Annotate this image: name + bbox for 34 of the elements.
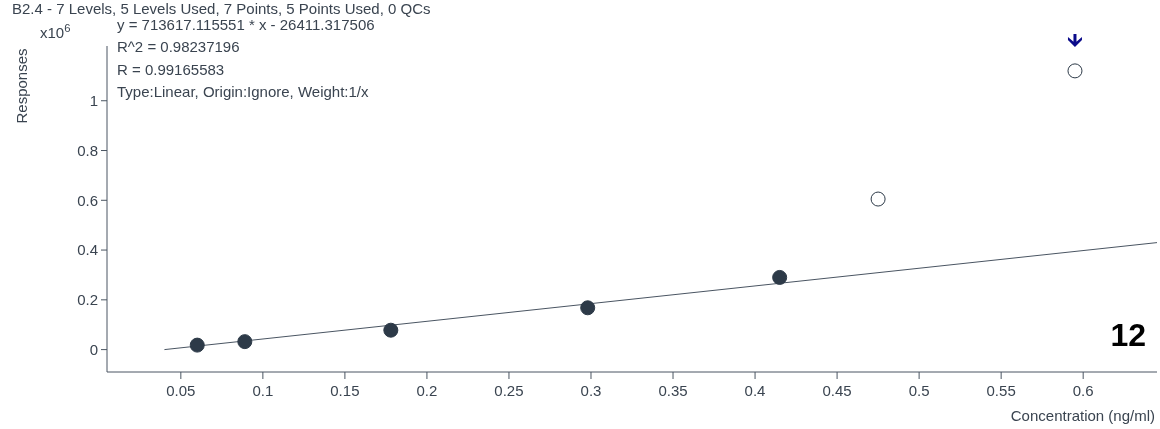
x-tick-label: 0.45 [822, 382, 852, 399]
y-tick-label: 0.2 [77, 291, 98, 309]
y-axis-title: Responses [13, 48, 30, 124]
x-tick-label: 0.5 [908, 382, 930, 399]
x-tick-label: 0.3 [580, 382, 602, 399]
annotation: 12 [1110, 317, 1146, 353]
x-tick-label: 0.15 [330, 382, 360, 399]
x-tick-label: 0.55 [986, 382, 1016, 399]
point [580, 300, 596, 316]
x-tick-label: 0.05 [166, 382, 196, 399]
x-tick-label: 0.6 [1072, 382, 1094, 399]
x-tick-label: 0.2 [416, 382, 438, 399]
x-axis-title: Concentration (ng/ml) [1010, 407, 1155, 424]
y-tick-label: 1 [89, 92, 98, 109]
x-tick-label: 0.4 [744, 382, 766, 399]
y-tick-label: 0.4 [77, 241, 98, 259]
annotation: R^2 = 0.98237196 [117, 38, 240, 55]
annotation: R = 0.99165583 [117, 61, 225, 78]
y-tick-label: 0.6 [77, 191, 98, 209]
point [870, 191, 886, 207]
text: y = 713617.115551 * x - 26411.317506 [117, 16, 375, 33]
text: x10$^{6}$ [40, 22, 71, 41]
point [772, 269, 788, 285]
point [383, 322, 399, 338]
chart-title: B2.4 - 7 Levels, 5 Levels Used, 7 Points, 5 Points Used, 0 QCs [12, 0, 431, 17]
annotation: Type:Linear, Origin:Ignore, Weight:1/x [117, 83, 370, 100]
x-tick-label: 0.25 [494, 382, 524, 399]
point [237, 334, 253, 350]
y-tick-label: 0 [89, 340, 98, 358]
point [1067, 63, 1083, 79]
y-tick-label: 0.8 [77, 141, 98, 159]
point [189, 337, 205, 353]
x-tick-label: 0.1 [252, 382, 274, 399]
x-tick-label: 0.35 [658, 382, 688, 399]
